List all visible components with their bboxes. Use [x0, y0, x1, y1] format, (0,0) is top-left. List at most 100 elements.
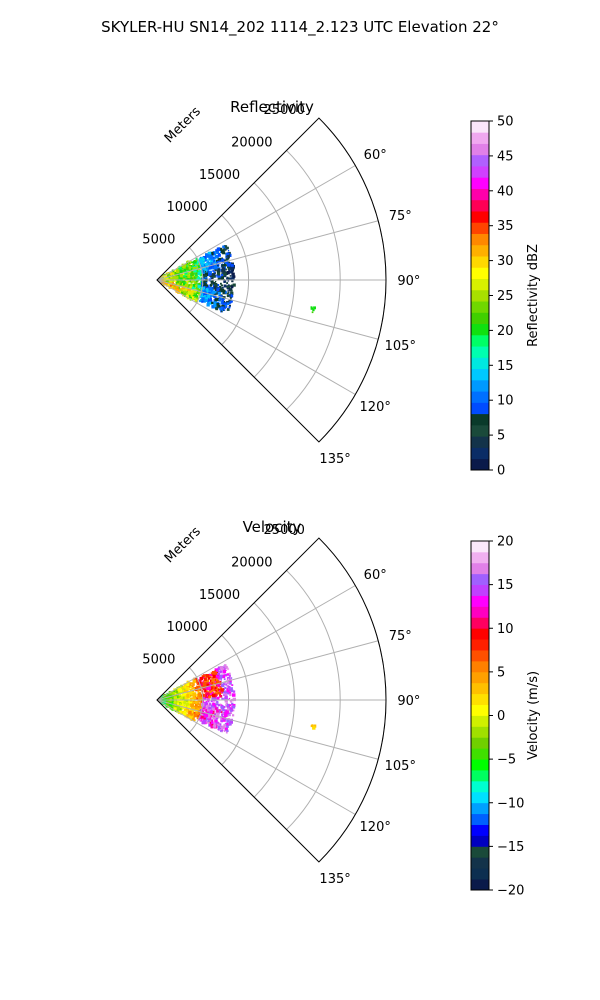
azimuth-spoke — [156, 279, 356, 395]
colorbar-segment — [471, 211, 489, 223]
range-tick-label: 10000 — [166, 200, 207, 215]
azimuth-tick-label: 135° — [319, 452, 350, 467]
reflectivity-grid — [156, 117, 387, 443]
colorbar-segment — [471, 244, 489, 257]
colorbar-tick-label: 10 — [497, 622, 514, 637]
colorbar-tick-label: −20 — [497, 884, 524, 899]
colorbar-segment — [471, 379, 489, 392]
colorbar-tick-label: 30 — [497, 254, 514, 269]
velocity-title: Velocity — [243, 518, 302, 536]
colorbar-segment — [471, 759, 489, 771]
colorbar-segment — [471, 715, 489, 727]
colorbar-tick-label: 25 — [497, 289, 514, 304]
colorbar-segment — [471, 726, 489, 738]
velocity-colorbar: −20 −15 −10 −5 0 5 10 15 20 Velocity (m/s) — [470, 535, 541, 899]
azimuth-spoke — [156, 585, 356, 701]
range-axis-label: Meters — [162, 104, 204, 146]
azimuth-tick-label: 135° — [319, 872, 350, 887]
colorbar-segment — [471, 154, 489, 167]
range-tick-label: 15000 — [199, 168, 240, 183]
colorbar-segment — [471, 857, 489, 869]
azimuth-tick-label: 105° — [385, 759, 416, 774]
colorbar-segment — [471, 413, 489, 426]
reflectivity-title: Reflectivity — [230, 98, 314, 116]
range-tick-label: 20000 — [231, 556, 272, 571]
colorbar-segment — [471, 447, 489, 460]
colorbar-segment — [471, 628, 489, 640]
azimuth-spoke — [156, 699, 356, 815]
colorbar-segment — [471, 682, 489, 695]
azimuth-tick-label: 105° — [385, 339, 416, 354]
range-axis-label: Meters — [162, 524, 204, 566]
colorbar-tick-label: 0 — [497, 464, 505, 479]
colorbar-tick-label: 20 — [497, 324, 514, 339]
colorbar-segment — [471, 617, 489, 629]
colorbar-segment — [471, 278, 489, 291]
colorbar-segment — [471, 199, 489, 212]
azimuth-tick-label: 60° — [364, 148, 387, 163]
azimuth-tick-label: 90° — [397, 694, 420, 709]
colorbar-segment — [471, 693, 489, 705]
colorbar-segment — [471, 595, 489, 607]
colorbar-tick-label: 20 — [497, 535, 514, 550]
colorbar-segment — [471, 551, 489, 564]
colorbar-segment — [471, 802, 489, 815]
velocity-frame — [156, 537, 387, 863]
colorbar-tick-label: −15 — [497, 840, 524, 855]
sector-frame — [156, 537, 387, 863]
colorbar-segment — [471, 301, 489, 313]
colorbar-segment — [471, 584, 489, 596]
range-tick-label: 15000 — [199, 588, 240, 603]
reflectivity-frame — [156, 117, 387, 443]
colorbar-segment — [471, 813, 489, 825]
colorbar-segment — [471, 639, 489, 651]
colorbar-segment — [471, 346, 489, 358]
colorbar-segment — [471, 846, 489, 858]
colorbar-segment — [471, 132, 489, 144]
range-tick-label: 25000 — [264, 103, 305, 118]
azimuth-spoke — [156, 165, 356, 281]
colorbar-segment — [471, 121, 489, 133]
azimuth-tick-label: 60° — [364, 568, 387, 583]
colorbar-segment — [471, 143, 489, 156]
colorbar-segment — [471, 289, 489, 302]
colorbar-segment — [471, 267, 489, 280]
colorbar-tick-label: 5 — [497, 665, 505, 680]
colorbar-segment — [471, 835, 489, 847]
colorbar-segment — [471, 671, 489, 684]
colorbar-segment — [471, 606, 489, 618]
colorbar-tick-label: 15 — [497, 359, 514, 374]
range-tick-label: 10000 — [166, 620, 207, 635]
range-tick-label: 25000 — [264, 523, 305, 538]
velocity-grid — [156, 537, 387, 863]
azimuth-spoke — [156, 699, 379, 760]
colorbar-segment — [471, 541, 489, 553]
colorbar-segment — [471, 824, 489, 836]
colorbar-segment — [471, 391, 489, 403]
azimuth-spoke — [156, 279, 379, 340]
colorbar-segment — [471, 868, 489, 880]
colorbar-segment — [471, 704, 489, 716]
colorbar-segment — [471, 770, 489, 782]
colorbar-segment — [471, 562, 489, 575]
colorbar-segment — [471, 323, 489, 336]
azimuth-tick-label: 120° — [360, 400, 391, 415]
colorbar-segment — [471, 188, 489, 201]
reflectivity-colorbar: 0 5 10 15 20 25 30 35 40 45 50 Reflectivity dBZ — [470, 115, 541, 479]
colorbar-segment — [471, 791, 489, 804]
azimuth-tick-label: 120° — [360, 820, 391, 835]
azimuth-tick-label: 90° — [397, 274, 420, 289]
colorbar-tick-label: 40 — [497, 184, 514, 199]
figure-suptitle: SKYLER-HU SN14_202 1114_2.123 UTC Elevat… — [101, 18, 499, 37]
colorbar-segment — [471, 256, 489, 268]
colorbar-tick-label: −5 — [497, 753, 516, 768]
colorbar-segment — [471, 424, 489, 437]
colorbar-segment — [471, 177, 489, 189]
range-tick-label: 5000 — [142, 233, 175, 248]
colorbar-segment — [471, 660, 489, 673]
azimuth-tick-label: 75° — [389, 209, 412, 224]
reflectivity-panel: Reflectivity 5000 10000 15000 20000 25000 Met… — [142, 98, 541, 479]
colorbar-tick-label: 5 — [497, 429, 505, 444]
colorbar-tick-label: 10 — [497, 394, 514, 409]
